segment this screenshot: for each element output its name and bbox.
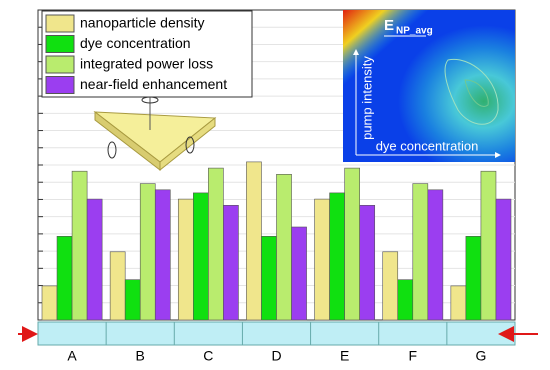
- bar: [427, 189, 444, 321]
- bar: [291, 226, 307, 321]
- legend-swatch: [45, 76, 75, 94]
- bar: [465, 236, 482, 321]
- bar: [495, 198, 512, 321]
- x-tick-label: C: [203, 348, 213, 364]
- inset-y-label: pump intensity: [359, 56, 374, 140]
- sample-strip: [37, 321, 516, 346]
- bar: [193, 192, 209, 321]
- x-tick-label: D: [271, 348, 281, 364]
- inset-x-label: dye concentration: [376, 138, 479, 153]
- legend-label: dye concentration: [80, 35, 191, 51]
- x-tick-label: G: [475, 348, 486, 364]
- x-tick-label: F: [409, 348, 418, 364]
- bar: [329, 192, 345, 321]
- bar: [177, 198, 194, 321]
- inset-title-sub: NP_avg: [396, 26, 433, 37]
- inset-map: E NP_avg dye concentration pump intensit…: [343, 10, 515, 162]
- legend-label: near-field enhancement: [80, 76, 227, 92]
- legend-label: integrated power loss: [80, 56, 213, 72]
- particle-sketch: [93, 92, 217, 172]
- bar: [139, 183, 156, 321]
- bar: [276, 174, 292, 321]
- bar: [71, 170, 88, 321]
- bar: [154, 189, 171, 321]
- bar: [41, 285, 58, 321]
- bar: [397, 279, 414, 321]
- bar: [223, 205, 239, 321]
- bar: [480, 170, 497, 321]
- x-tick-label: A: [67, 348, 77, 364]
- legend-swatch: [45, 55, 75, 74]
- bar: [382, 251, 399, 321]
- bar: [344, 167, 360, 321]
- bar: [56, 236, 73, 321]
- bar: [314, 198, 330, 321]
- bar: [412, 183, 429, 321]
- bar: [124, 279, 141, 321]
- x-tick-label: B: [136, 348, 145, 364]
- legend-box: [41, 10, 253, 98]
- legend-swatch: [45, 14, 75, 33]
- legend-swatch: [45, 35, 75, 53]
- bar: [359, 205, 376, 321]
- bar: [261, 236, 277, 321]
- inset-title: E: [384, 17, 394, 34]
- legend-label: nanoparticle density: [80, 15, 205, 31]
- bar: [208, 167, 224, 321]
- x-tick-label: E: [340, 348, 349, 364]
- bar: [450, 285, 467, 321]
- bar: [109, 251, 126, 321]
- bar: [246, 161, 262, 321]
- bar: [86, 198, 103, 321]
